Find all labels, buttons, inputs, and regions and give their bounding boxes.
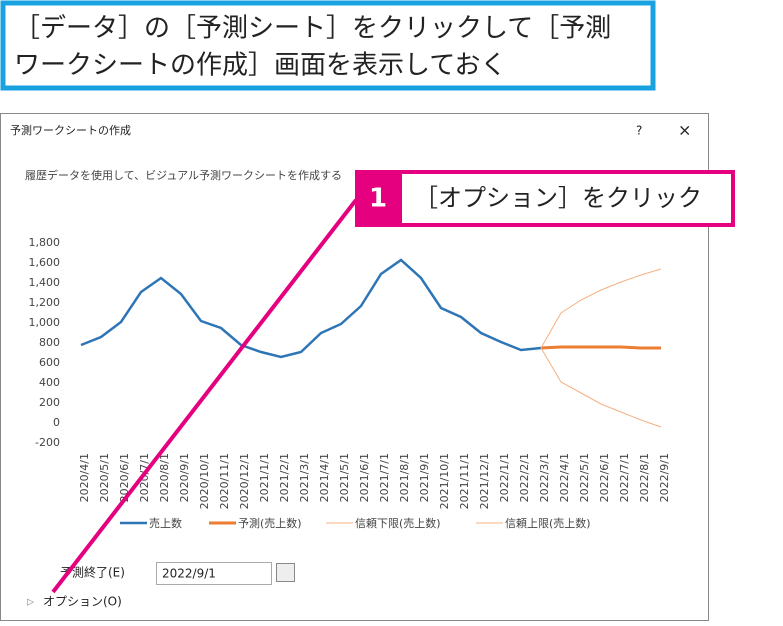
- x-tick-label: 2021/1/1: [258, 453, 271, 502]
- date-input[interactable]: [156, 562, 272, 585]
- date-value: 2022/9/1: [162, 567, 216, 581]
- options-link[interactable]: オプション(O): [43, 595, 122, 609]
- pointer-line: [51, 198, 358, 594]
- forecast-end-label: 予測終了(E): [60, 565, 125, 580]
- legend-label: 信頼上限(売上数): [505, 517, 591, 530]
- callout-inner: [402, 174, 731, 223]
- dialog-title: 予測ワークシートの作成: [10, 123, 131, 137]
- x-tick-label: 2022/9/1: [658, 453, 671, 502]
- x-tick-label: 2022/8/1: [638, 453, 651, 502]
- x-tick-label: 2022/7/1: [618, 453, 631, 502]
- y-tick-label: 0: [53, 416, 60, 429]
- y-tick-label: 1,600: [29, 256, 61, 269]
- x-tick-label: 2022/1/1: [498, 453, 511, 502]
- x-tick-label: 2021/4/1: [318, 453, 331, 502]
- help-button[interactable]: ?: [636, 124, 642, 138]
- callout-number: 1: [369, 184, 387, 214]
- calendar-button[interactable]: [276, 563, 295, 582]
- x-tick-label: 2020/8/1: [158, 453, 171, 502]
- x-tick-label: 2021/2/1: [278, 453, 291, 502]
- y-tick-label: 1,800: [29, 236, 61, 249]
- x-tick-label: 2020/11/1: [218, 453, 231, 509]
- x-tick-label: 2021/5/1: [338, 453, 351, 502]
- y-tick-label: 200: [39, 396, 60, 409]
- y-tick-label: 400: [39, 376, 60, 389]
- series-line: [540, 345, 661, 350]
- x-tick-label: 2022/3/1: [538, 453, 551, 502]
- x-tick-label: 2021/12/1: [478, 453, 491, 509]
- y-tick-label: 600: [39, 356, 60, 369]
- chart: 1,800 1,600 1,400 1,200 1,000 800 600 400 200 0 -2…: [29, 236, 672, 530]
- x-tick-label: 2020/7/1: [138, 453, 151, 502]
- expander-icon: ▷: [27, 598, 34, 608]
- x-tick-label: 2021/3/1: [298, 453, 311, 502]
- x-tick-label: 2020/5/1: [98, 453, 111, 502]
- x-tick-label: 2021/10/1: [438, 453, 451, 509]
- legend-label: 信頼下限(売上数): [355, 517, 441, 530]
- x-tick-label: 2020/9/1: [178, 453, 191, 502]
- series-line: [540, 268, 662, 349]
- x-tick-label: 2022/5/1: [578, 453, 591, 502]
- x-tick-label: 2022/2/1: [518, 453, 531, 502]
- x-tick-label: 2020/10/1: [198, 453, 211, 509]
- y-tick-label: 1,200: [29, 296, 61, 309]
- instruction-box: [0, 0, 656, 91]
- instruction-line: ［データ］の［予測シート］をクリックして［予測: [14, 14, 611, 44]
- description: 履歴データを使用して、ビジュアル予測ワークシートを作成する: [25, 168, 342, 182]
- x-tick-label: 2021/8/1: [398, 453, 411, 502]
- x-tick-label: 2021/11/1: [458, 453, 471, 509]
- y-tick-label: 1,400: [29, 276, 61, 289]
- instruction-line: ワークシートの作成］画面を表示しておく: [14, 51, 506, 81]
- x-tick-label: 2020/4/1: [78, 453, 91, 502]
- y-tick-label: -200: [35, 436, 60, 449]
- callout-text: ［オプション］をクリック: [414, 184, 702, 212]
- series-line: [540, 347, 662, 428]
- y-tick-label: 1,000: [29, 316, 61, 329]
- x-tick-label: 2020/12/1: [238, 453, 251, 509]
- series-line: [80, 258, 542, 359]
- x-tick-label: 2021/9/1: [418, 453, 431, 502]
- legend-label: 売上数: [149, 517, 182, 530]
- x-tick-label: 2022/6/1: [598, 453, 611, 502]
- x-tick-label: 2020/6/1: [118, 453, 131, 502]
- close-button[interactable]: ×: [678, 121, 691, 140]
- y-tick-label: 800: [39, 336, 60, 349]
- x-tick-label: 2022/4/1: [558, 453, 571, 502]
- x-tick-label: 2021/6/1: [358, 453, 371, 502]
- legend-label: 予測(売上数): [238, 516, 302, 530]
- x-tick-label: 2021/7/1: [378, 453, 391, 502]
